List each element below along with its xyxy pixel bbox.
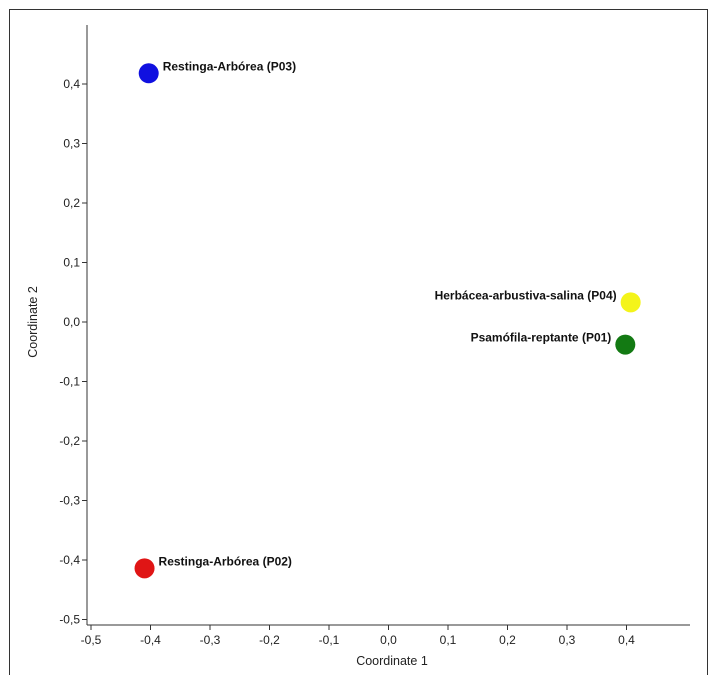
y-tick-label: 0,1	[63, 256, 80, 270]
y-tick-label: 0,4	[63, 77, 80, 91]
x-tick-label: -0,5	[81, 633, 102, 647]
x-tick-label: 0,1	[440, 633, 457, 647]
y-axis-title: Coordinate 2	[26, 286, 40, 358]
x-tick-label: 0,0	[380, 633, 397, 647]
point-label: Restinga-Arbórea (P02)	[159, 554, 292, 568]
y-tick-label: -0,1	[59, 375, 80, 389]
x-tick-label: 0,4	[618, 633, 635, 647]
x-tick-label: 0,3	[559, 633, 576, 647]
chart-frame	[9, 9, 708, 675]
y-tick-label: -0,5	[59, 613, 80, 627]
x-tick-label: -0,2	[259, 633, 280, 647]
y-tick-label: 0,3	[63, 137, 80, 151]
x-tick-label: -0,4	[140, 633, 161, 647]
data-point	[134, 558, 155, 579]
y-tick-label: -0,2	[59, 434, 80, 448]
point-label: Herbácea-arbustiva-salina (P04)	[435, 288, 617, 302]
axes	[86, 25, 690, 626]
data-points	[134, 63, 641, 579]
data-point	[620, 292, 641, 313]
y-tick-label: -0,4	[59, 553, 80, 567]
x-tick-label: 0,2	[499, 633, 516, 647]
y-tick-label: 0,2	[63, 196, 80, 210]
x-tick-label: -0,1	[319, 633, 340, 647]
y-tick-label: -0,3	[59, 494, 80, 508]
tick-labels: -0,5 -0,4 -0,3 -0,2 -0,1 0,0 0,1 0,2 0,3 0,4 0,4 0,…	[59, 77, 635, 647]
data-point	[138, 63, 159, 84]
x-tick-label: -0,3	[200, 633, 221, 647]
point-labels: Restinga-Arbórea (P03) Herbácea-arbustiva…	[159, 59, 617, 568]
tick-marks	[82, 83, 627, 630]
y-tick-label: 0,0	[63, 315, 80, 329]
x-axis-title: Coordinate 1	[356, 654, 428, 668]
point-label: Psamófila-reptante (P01)	[471, 331, 612, 345]
data-point	[615, 334, 636, 355]
point-label: Restinga-Arbórea (P03)	[163, 59, 296, 73]
